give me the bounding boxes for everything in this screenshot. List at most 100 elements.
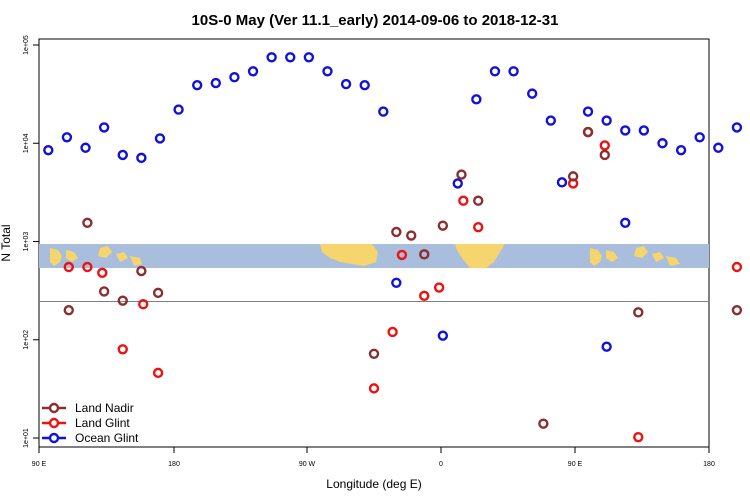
y-tick-label: 1e+03 <box>23 232 30 252</box>
legend-marker <box>48 417 60 429</box>
data-point <box>117 295 128 306</box>
data-point <box>731 304 743 316</box>
x-tick-label: 180 <box>168 461 180 468</box>
x-tick-label: 90 W <box>299 461 316 468</box>
data-point <box>368 383 380 394</box>
data-point <box>456 169 467 180</box>
data-point <box>154 133 166 144</box>
data-point <box>599 140 610 151</box>
y-tick-label: 1e+04 <box>23 133 30 153</box>
y-tick-label: 1e+01 <box>23 428 30 448</box>
data-point <box>633 431 644 443</box>
landmass <box>590 248 602 266</box>
data-point <box>359 79 370 91</box>
plot-frame <box>38 38 710 448</box>
data-point <box>526 88 538 99</box>
data-point <box>601 115 612 126</box>
x-tick-label: 0 <box>439 461 443 468</box>
data-point <box>538 418 549 429</box>
data-point <box>599 149 610 161</box>
data-point <box>98 286 110 297</box>
data-point <box>80 142 91 153</box>
data-point <box>43 144 54 156</box>
x-axis-label: Longitude (deg E) <box>326 477 421 491</box>
data-point <box>136 152 147 164</box>
data-point <box>433 282 445 293</box>
data-point <box>82 261 93 273</box>
data-point <box>61 132 73 143</box>
landmass <box>66 250 78 262</box>
x-axis: 90 E 180 90 W 0 90 E 180 <box>32 447 715 468</box>
data-point <box>387 326 398 338</box>
landmass <box>634 246 648 258</box>
data-point <box>419 249 430 260</box>
landmass <box>606 250 618 262</box>
data-point <box>731 261 743 273</box>
data-point <box>473 221 484 233</box>
data-point <box>452 178 463 189</box>
legend-label: Land Glint <box>75 416 130 430</box>
legend-marker <box>48 402 60 414</box>
data-point <box>731 122 743 133</box>
data-point <box>620 125 631 136</box>
data-point <box>396 249 408 261</box>
x-tick-label: 180 <box>703 461 715 468</box>
landmass <box>98 246 112 258</box>
x-tick-label: 90 E <box>568 461 583 468</box>
legend-marker <box>48 432 60 444</box>
data-point <box>582 126 594 138</box>
landmass <box>455 244 505 268</box>
data-point <box>567 171 579 182</box>
data-point <box>419 290 430 302</box>
data-point <box>285 52 296 63</box>
series-land-glint <box>63 126 743 443</box>
data-point <box>378 106 389 117</box>
data-point <box>675 144 687 156</box>
data-point <box>391 226 402 238</box>
data-point <box>368 348 380 359</box>
data-point <box>545 115 557 126</box>
data-point <box>303 52 315 63</box>
series-land-nadir <box>63 126 743 429</box>
data-point <box>63 304 74 316</box>
data-point <box>633 307 644 318</box>
data-point <box>458 195 469 206</box>
legend-label: Ocean Glint <box>75 431 139 445</box>
data-point <box>136 265 147 277</box>
data-point <box>229 72 240 83</box>
data-point <box>266 52 277 63</box>
data-point <box>340 78 352 90</box>
data-point <box>117 149 128 161</box>
data-point <box>508 66 519 77</box>
landmass <box>666 256 680 266</box>
data-point <box>657 138 668 149</box>
data-point <box>210 77 222 89</box>
data-point <box>152 287 164 299</box>
landmass <box>50 248 62 266</box>
y-axis: 1e+01 1e+02 1e+03 1e+04 1e+05 <box>23 35 39 448</box>
data-point <box>473 195 484 206</box>
data-point <box>489 66 501 77</box>
series-ocean-glint <box>43 52 743 352</box>
chart-title: 10S-0 May (Ver 11.1_early) 2014-09-06 to… <box>192 12 559 29</box>
data-point <box>117 344 128 355</box>
y-axis-label: N Total <box>0 224 13 261</box>
landmass <box>116 252 128 262</box>
data-point <box>406 230 417 241</box>
data-point <box>97 267 108 279</box>
data-point <box>437 330 449 341</box>
data-points <box>43 52 743 443</box>
data-point <box>63 261 74 273</box>
y-tick-label: 1e+05 <box>23 35 30 55</box>
data-point <box>694 132 705 143</box>
landmass-group <box>50 244 680 268</box>
data-point <box>638 125 650 136</box>
map-strip <box>39 244 709 268</box>
legend-label: Land Nadir <box>75 401 134 415</box>
data-point <box>471 94 482 105</box>
data-point <box>191 79 203 91</box>
data-point <box>437 220 449 231</box>
landmass <box>130 256 142 266</box>
